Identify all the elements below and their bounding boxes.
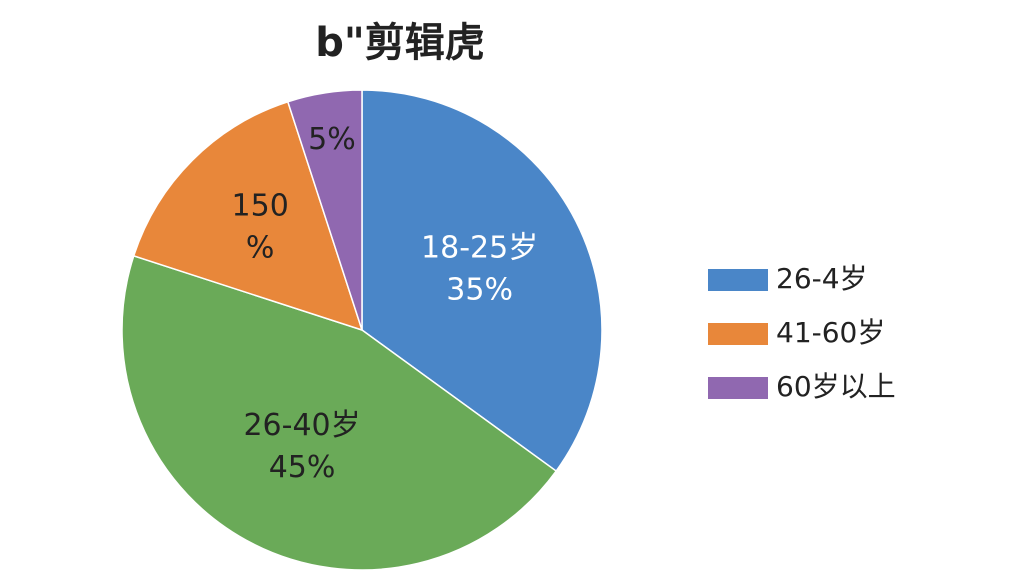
slice-category-label: 18-25岁 bbox=[421, 231, 538, 266]
legend-swatch bbox=[708, 323, 768, 345]
pie-slice bbox=[121, 254, 558, 571]
slice-annotation: % bbox=[246, 231, 275, 266]
legend-swatch bbox=[708, 377, 768, 399]
legend-label: 41-60岁 bbox=[776, 316, 885, 349]
pie-slice bbox=[132, 100, 364, 332]
legend-label: 60岁以上 bbox=[776, 370, 896, 403]
slice-category-label: 26-40岁 bbox=[243, 408, 360, 443]
chart-title: b"剪辑虎 bbox=[315, 20, 484, 66]
slice-value-label: 5% bbox=[308, 122, 356, 157]
slice-value-label: 35% bbox=[446, 273, 513, 308]
slice-value-label: 45% bbox=[269, 450, 336, 485]
slice-annotation: 150 bbox=[232, 189, 289, 224]
pie-slice bbox=[361, 89, 603, 473]
legend-label: 26-4岁 bbox=[776, 262, 868, 295]
legend-swatch bbox=[708, 269, 768, 291]
pie-slice bbox=[286, 89, 363, 331]
